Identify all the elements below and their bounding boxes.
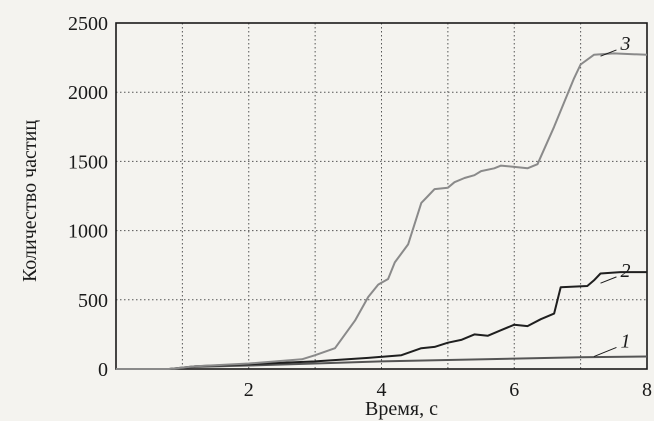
y-tick-label: 1000: [68, 221, 108, 243]
x-tick-label: 6: [509, 379, 519, 401]
y-tick-label: 1500: [68, 151, 108, 173]
plot-frame: [115, 22, 648, 370]
x-axis-title: Время, с: [365, 398, 438, 420]
y-tick-label: 0: [98, 359, 108, 381]
series-2-line: [116, 271, 647, 370]
series-2-label: 2: [620, 260, 630, 282]
x-tick-label: 4: [377, 379, 387, 401]
series-1-label: 1: [620, 330, 630, 352]
series-1-leader: [593, 347, 617, 358]
y-tick-label: 2500: [68, 13, 108, 35]
y-tick-label: 2000: [68, 82, 108, 104]
series-layer: 1 2 3: [116, 33, 648, 370]
y-tick-labels: 0 500 1000 1500 2000 2500: [68, 13, 108, 381]
x-tick-label: 2: [244, 379, 254, 401]
series-3-label: 3: [619, 33, 630, 55]
y-tick-label: 500: [78, 290, 108, 312]
grid: [116, 23, 647, 369]
series-3-leader: [600, 49, 617, 57]
series-3-line: [116, 52, 648, 370]
x-tick-label: 8: [642, 379, 652, 401]
x-tick-labels: 2 4 6 8: [244, 379, 652, 401]
series-2-leader: [600, 276, 617, 284]
y-axis-title: Количество частиц: [19, 120, 41, 282]
